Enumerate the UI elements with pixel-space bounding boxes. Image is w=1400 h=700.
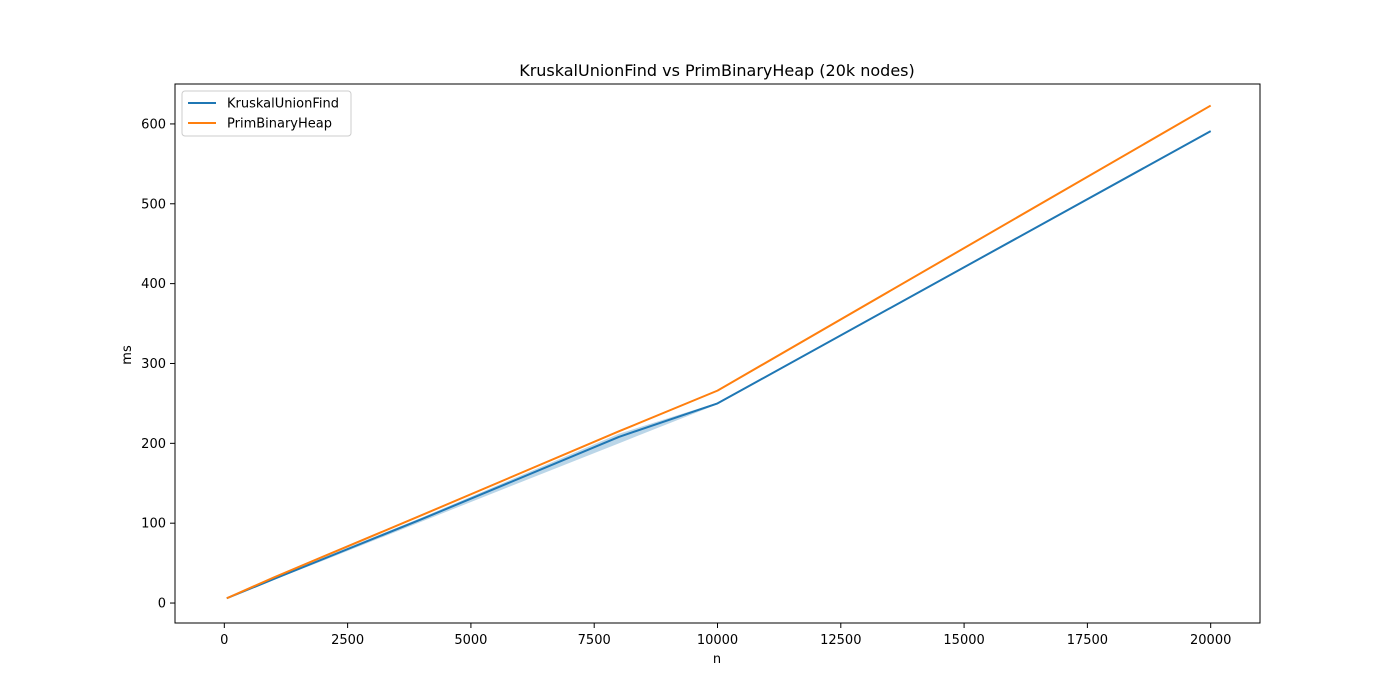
chart-title: KruskalUnionFind vs PrimBinaryHeap (20k … (519, 61, 915, 80)
legend-label-0: KruskalUnionFind (227, 97, 339, 112)
series-line-1 (226, 104, 1212, 600)
x-tick-label: 0 (220, 633, 228, 648)
y-tick-label: 0 (158, 597, 166, 612)
x-tick-label: 15000 (943, 633, 984, 648)
x-tick-label: 12500 (820, 633, 861, 648)
y-tick-label: 300 (141, 357, 166, 372)
x-tick-label: 17500 (1067, 633, 1108, 648)
y-tick-label: 200 (141, 437, 166, 452)
plot-area (175, 84, 1260, 623)
x-tick-label: 2500 (331, 633, 364, 648)
y-tick-label: 100 (141, 517, 166, 532)
x-tick-label: 20000 (1190, 633, 1231, 648)
y-tick-label: 400 (141, 277, 166, 292)
x-tick-label: 5000 (454, 633, 487, 648)
y-axis-label: ms (120, 345, 135, 365)
legend: KruskalUnionFind PrimBinaryHeap (181, 90, 352, 137)
y-tick-label: 500 (141, 197, 166, 212)
x-tick-label: 10000 (697, 633, 738, 648)
series-line-0 (226, 130, 1212, 600)
x-axis-label: n (713, 652, 721, 667)
legend-box (181, 90, 352, 137)
legend-label-1: PrimBinaryHeap (227, 117, 332, 132)
y-tick-label: 600 (141, 117, 166, 132)
x-tick-label: 7500 (578, 633, 611, 648)
